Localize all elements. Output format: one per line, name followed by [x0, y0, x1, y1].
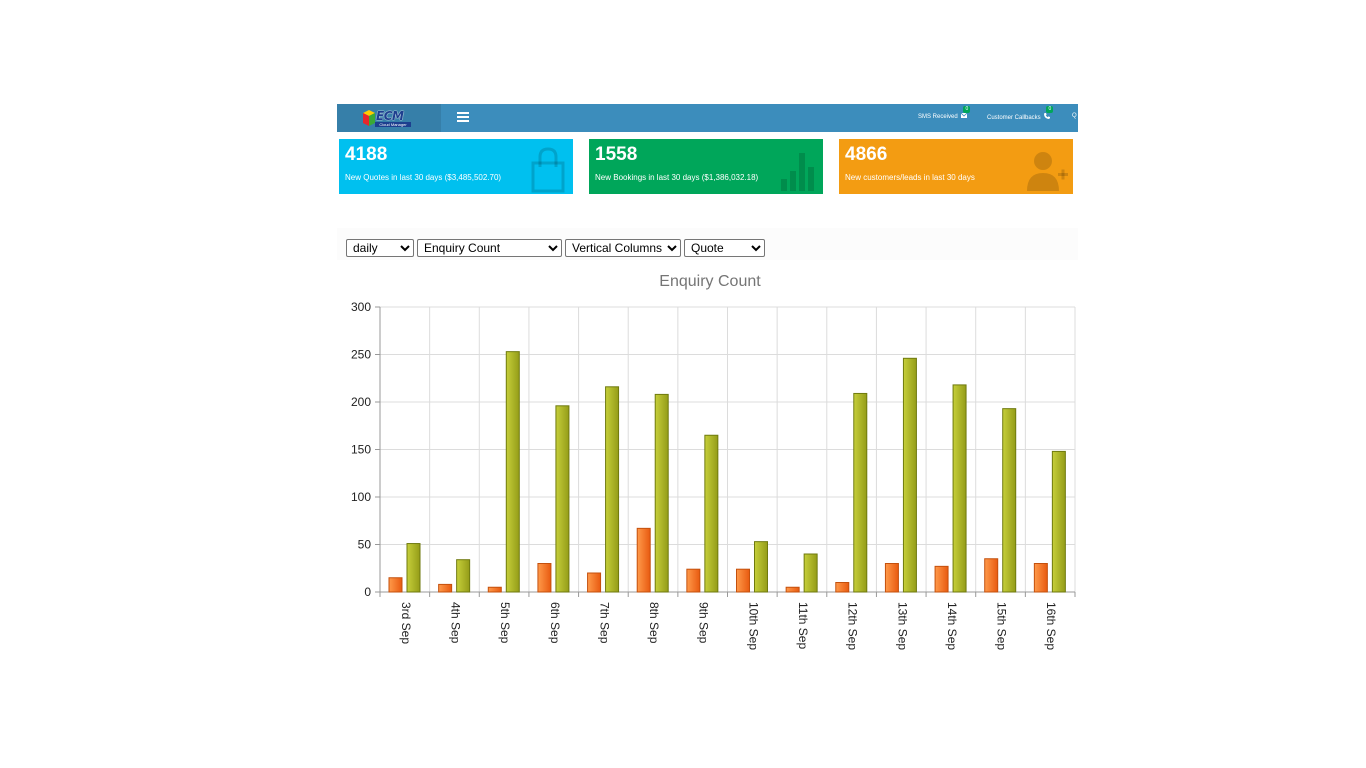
bar-series-1[interactable] — [884, 563, 899, 593]
nav-q[interactable]: Q — [1072, 113, 1077, 119]
bar-series-2[interactable] — [1002, 408, 1017, 593]
callbacks-badge: 0 — [1046, 106, 1054, 113]
x-tick-label: 11th Sep — [796, 602, 810, 649]
bar-series-1[interactable] — [984, 558, 999, 593]
x-tick-label: 12th Sep — [846, 602, 860, 650]
bar-series-1[interactable] — [537, 563, 552, 593]
bookings-label: New Bookings in last 30 days ($1,386,032… — [595, 173, 759, 182]
shopping-bag-icon — [531, 147, 565, 193]
bar-series-2[interactable] — [1051, 450, 1066, 593]
y-tick-label: 0 — [364, 585, 371, 599]
y-tick-label: 300 — [351, 300, 371, 314]
envelope-icon: 0 — [961, 106, 971, 118]
bar-series-1[interactable] — [736, 568, 750, 593]
y-tick-label: 50 — [358, 538, 372, 552]
x-tick-label: 7th Sep — [597, 602, 611, 644]
bar-series-1[interactable] — [388, 577, 403, 593]
customers-label: New customers/leads in last 30 days — [845, 173, 975, 182]
x-tick-label: 3rd Sep — [399, 602, 413, 644]
metric-select[interactable]: Enquiry Count — [417, 239, 562, 257]
logo-text: ECM — [376, 109, 404, 123]
x-tick-label: 5th Sep — [498, 602, 512, 644]
bar-series-1[interactable] — [587, 572, 602, 593]
x-tick-label: 4th Sep — [448, 602, 462, 644]
x-tick-label: 10th Sep — [746, 602, 760, 650]
x-tick-label: 14th Sep — [945, 602, 959, 650]
nav-sms-received[interactable]: SMS Received 0 — [918, 106, 971, 120]
bar-series-2[interactable] — [853, 392, 868, 593]
y-tick-label: 250 — [351, 348, 371, 362]
hamburger-menu-icon[interactable] — [457, 112, 469, 124]
y-tick-label: 150 — [351, 443, 371, 457]
y-tick-label: 100 — [351, 490, 371, 504]
x-tick-label: 16th Sep — [1044, 602, 1058, 650]
bar-chart-icon — [781, 153, 814, 191]
period-select[interactable]: daily — [346, 239, 414, 257]
chart-controls: daily Enquiry Count Vertical Columns Quo… — [337, 228, 1078, 260]
x-tick-label: 9th Sep — [697, 602, 711, 644]
bar-series-1[interactable] — [785, 586, 800, 593]
bar-series-1[interactable] — [835, 582, 850, 593]
dashboard-window: ECM Cloud Manager SMS Received 0 Custome… — [337, 104, 1078, 669]
bar-series-2[interactable] — [803, 553, 818, 593]
bar-series-2[interactable] — [406, 543, 421, 593]
bar-series-2[interactable] — [456, 559, 471, 593]
bar-series-2[interactable] — [555, 405, 570, 593]
bookings-count: 1558 — [595, 144, 638, 165]
bar-series-2[interactable] — [704, 434, 719, 593]
bar-series-1[interactable] — [636, 527, 651, 593]
customers-count: 4866 — [845, 144, 888, 165]
chart-type-select[interactable]: Vertical Columns — [565, 239, 681, 257]
logo-subtext: Cloud Manager — [375, 122, 411, 127]
logo[interactable]: ECM Cloud Manager — [337, 104, 441, 132]
sms-badge: 0 — [963, 106, 971, 113]
bar-series-1[interactable] — [1033, 563, 1048, 593]
bar-series-2[interactable] — [952, 384, 967, 593]
info-box-quotes[interactable]: 4188 New Quotes in last 30 days ($3,485,… — [339, 139, 573, 194]
bar-series-2[interactable] — [754, 541, 768, 593]
nav-sms-label: SMS Received — [918, 114, 958, 120]
bar-series-2[interactable] — [654, 393, 669, 593]
record-type-select[interactable]: Quote — [684, 239, 765, 257]
chart-title: Enquiry Count — [659, 273, 761, 290]
bar-series-2[interactable] — [505, 351, 520, 593]
info-box-customers[interactable]: 4866 New customers/leads in last 30 days — [839, 139, 1073, 194]
nav-q-label: Q — [1072, 113, 1077, 119]
bar-series-2[interactable] — [605, 386, 620, 593]
top-navbar: ECM Cloud Manager SMS Received 0 Custome… — [337, 104, 1078, 132]
phone-icon: 0 — [1044, 106, 1054, 119]
quotes-count: 4188 — [345, 144, 388, 165]
x-tick-label: 8th Sep — [647, 602, 661, 644]
x-tick-label: 13th Sep — [895, 602, 909, 650]
x-tick-label: 15th Sep — [995, 602, 1009, 650]
cube-logo-icon — [363, 110, 375, 126]
bar-series-1[interactable] — [934, 565, 949, 593]
bar-series-2[interactable] — [902, 357, 917, 593]
nav-callbacks-label: Customer Callbacks — [987, 115, 1041, 121]
bar-series-1[interactable] — [438, 583, 453, 593]
quotes-label: New Quotes in last 30 days ($3,485,502.7… — [345, 173, 502, 182]
x-tick-label: 6th Sep — [548, 602, 562, 644]
y-tick-label: 200 — [351, 395, 371, 409]
nav-customer-callbacks[interactable]: Customer Callbacks 0 — [987, 106, 1054, 121]
info-box-bookings[interactable]: 1558 New Bookings in last 30 days ($1,38… — [589, 139, 823, 194]
bar-series-1[interactable] — [487, 586, 502, 593]
bar-series-1[interactable] — [686, 568, 701, 593]
user-plus-icon — [1027, 152, 1068, 191]
enquiry-count-chart: Enquiry Count 0 50 100 150 200 250 300 3rd Sep 4… — [351, 273, 1076, 650]
